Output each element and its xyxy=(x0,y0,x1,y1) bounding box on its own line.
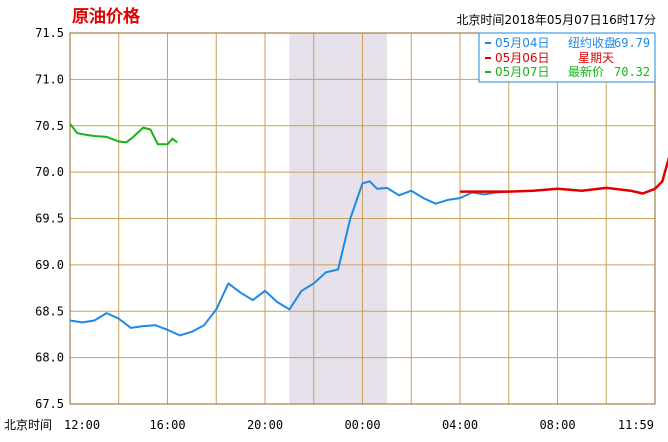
legend-value-blue: 69.79 xyxy=(614,36,650,50)
y-tick-label: 70.0 xyxy=(35,165,64,179)
y-tick-label: 69.5 xyxy=(35,212,64,226)
legend-label-green: 最新价 xyxy=(568,64,604,79)
y-tick-label: 70.5 xyxy=(35,119,64,133)
legend-entry-blue: 05月04日 纽约收盘 69.79 xyxy=(485,35,650,50)
legend-label-blue: 纽约收盘 xyxy=(568,35,616,50)
legend-value-green: 70.32 xyxy=(614,65,650,79)
y-axis: 71.5 71.0 70.5 70.0 69.5 69.0 68.5 68.0 67.5 xyxy=(35,26,64,411)
legend-date-blue: 05月04日 xyxy=(495,36,550,50)
y-tick-label: 71.5 xyxy=(35,26,64,40)
series-line-green xyxy=(69,123,178,146)
x-tick-label: 12:00 xyxy=(64,418,100,432)
x-tick-label: 04:00 xyxy=(442,418,478,432)
timestamp-label: 北京时间2018年05月07日16时17分 xyxy=(456,13,656,27)
legend-date-green: 05月07日 xyxy=(495,65,550,79)
x-axis: 12:00 16:00 20:00 00:00 04:00 08:00 11:59 xyxy=(64,418,654,432)
series-line-blue xyxy=(69,180,509,337)
y-tick-label: 69.0 xyxy=(35,258,64,272)
legend-date-red: 05月06日 xyxy=(495,51,550,65)
x-tick-label: 11:59 xyxy=(618,418,654,432)
x-tick-label: 00:00 xyxy=(344,418,380,432)
series-line-red xyxy=(460,156,668,195)
legend-entry-green: 05月07日 最新价 70.32 xyxy=(485,64,650,79)
y-tick-label: 68.0 xyxy=(35,351,64,365)
x-tick-label: 08:00 xyxy=(539,418,575,432)
legend-label-red: 星期天 xyxy=(578,51,614,65)
x-axis-label: 北京时间 xyxy=(4,418,52,432)
plot-border xyxy=(69,32,656,405)
x-tick-label: 20:00 xyxy=(247,418,283,432)
series-layer xyxy=(69,123,668,337)
legend-entry-red: 05月06日 星期天 xyxy=(485,51,614,65)
x-tick-label: 16:00 xyxy=(149,418,185,432)
grid xyxy=(70,33,655,404)
legend-box xyxy=(478,32,656,83)
legend: 05月04日 纽约收盘 69.79 05月06日 星期天 05月07日 最新价 … xyxy=(478,32,656,83)
y-tick-label: 67.5 xyxy=(35,397,64,411)
chart-title: 原油价格 xyxy=(72,6,141,27)
y-tick-label: 68.5 xyxy=(35,304,64,318)
y-tick-label: 71.0 xyxy=(35,72,64,86)
